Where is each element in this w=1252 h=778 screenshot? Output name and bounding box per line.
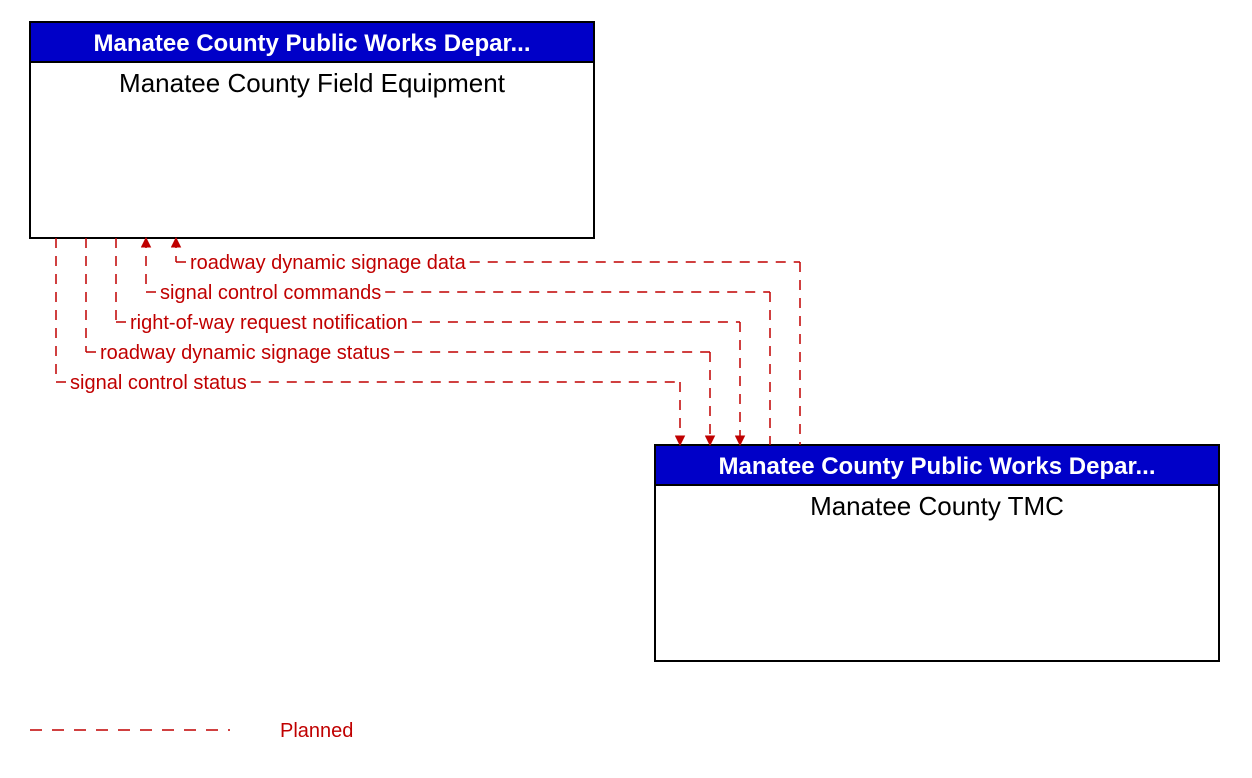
node-tmc: Manatee County Public Works Depar... Mana… bbox=[655, 445, 1219, 661]
node-header-label: Manatee County Public Works Depar... bbox=[719, 453, 1156, 480]
flow-label: signal control commands bbox=[160, 282, 381, 304]
legend: Planned bbox=[30, 720, 353, 742]
flow-label: roadway dynamic signage status bbox=[100, 342, 390, 364]
node-title: Manatee County Field Equipment bbox=[119, 68, 506, 98]
node-title: Manatee County TMC bbox=[810, 491, 1064, 521]
architecture-diagram: Manatee County Public Works Depar... Mana… bbox=[0, 0, 1252, 778]
node-header-label: Manatee County Public Works Depar... bbox=[94, 30, 531, 57]
flow-label: right-of-way request notification bbox=[130, 312, 408, 334]
legend-label: Planned bbox=[280, 720, 353, 742]
flow-label: signal control status bbox=[70, 372, 247, 394]
node-field-equipment: Manatee County Public Works Depar... Mana… bbox=[30, 22, 594, 238]
flow-label: roadway dynamic signage data bbox=[190, 252, 467, 274]
